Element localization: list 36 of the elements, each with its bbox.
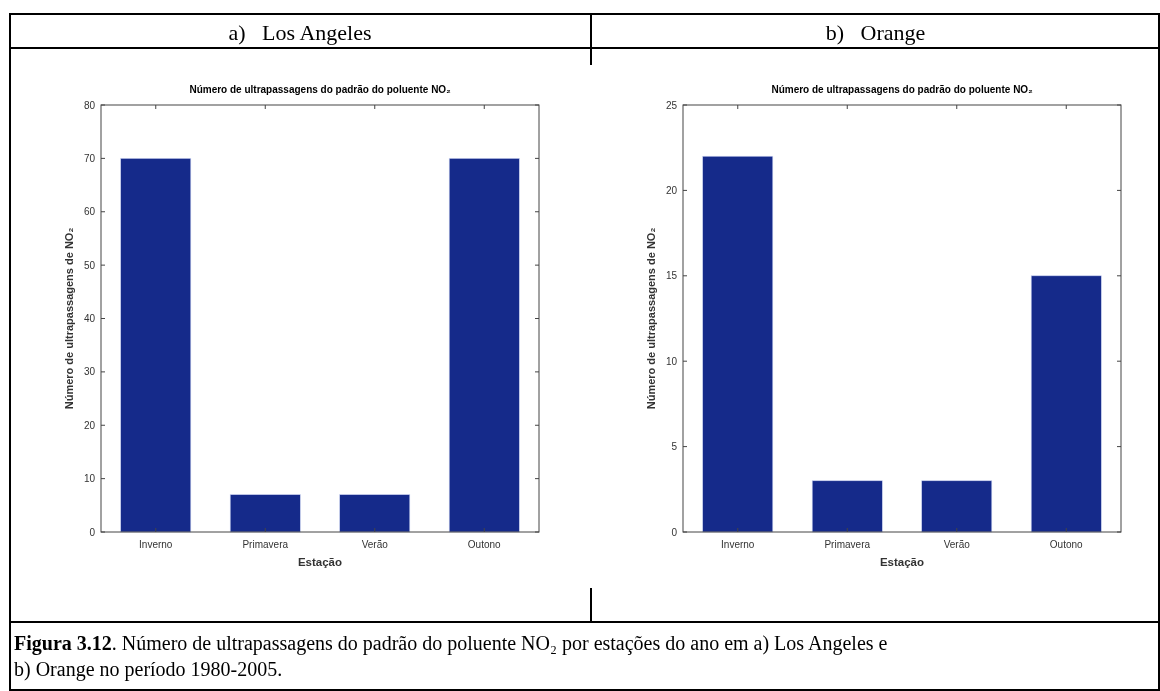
x-axis-title: Estação <box>297 556 343 568</box>
bar <box>811 480 883 533</box>
x-tick-label: Inverno <box>139 539 173 550</box>
bar <box>1030 275 1102 533</box>
y-tick-label: 10 <box>83 473 96 485</box>
y-tick-label: 50 <box>83 259 96 271</box>
text: Figura 3.12. Número de ultrapassagens do padrão do poluente NO₂ por estações do ano em a) Los Angeles e b) Orange no período 1980-2005. <box>14 632 888 681</box>
y-tick-label: 70 <box>83 152 96 164</box>
chart-subtitle: a) Los Angeles <box>228 20 372 45</box>
y-tick-label: 80 <box>83 99 96 111</box>
x-axis-title: Estação <box>879 556 925 568</box>
y-tick-label: 30 <box>83 366 96 378</box>
x-tick-label: Primavera <box>242 539 289 550</box>
x-tick-label: Primavera <box>824 539 871 550</box>
y-tick-label: 25 <box>665 99 678 111</box>
x-tick-label: Inverno <box>721 539 755 550</box>
x-tick-label: Outono <box>1049 539 1084 550</box>
y-tick-label: 20 <box>83 419 96 431</box>
y-axis-title: Número de ultrapassagens de NO₂ <box>645 227 657 410</box>
y-tick-label: 5 <box>671 441 678 453</box>
y-tick-label: 0 <box>89 526 96 538</box>
y-tick-label: 40 <box>83 313 96 324</box>
chart-subtitle: b) Orange <box>825 20 926 45</box>
x-tick-label: Outono <box>467 539 502 550</box>
x-tick-label: Verão <box>943 539 971 550</box>
chart-title: Número de ultrapassagens do padrão do poluente NO₂ <box>771 84 1033 95</box>
y-tick-label: 10 <box>665 355 678 367</box>
chart-title: Número de ultrapassagens do padrão do poluente NO₂ <box>189 84 451 95</box>
y-tick-label: 20 <box>665 184 678 196</box>
y-tick-label: 15 <box>665 270 678 282</box>
bar <box>921 480 993 533</box>
bar <box>702 155 774 533</box>
y-axis-title: Número de ultrapassagens de NO₂ <box>63 227 75 410</box>
y-tick-label: 60 <box>83 206 96 218</box>
y-tick-label: 0 <box>671 526 678 538</box>
x-tick-label: Verão <box>361 539 389 550</box>
